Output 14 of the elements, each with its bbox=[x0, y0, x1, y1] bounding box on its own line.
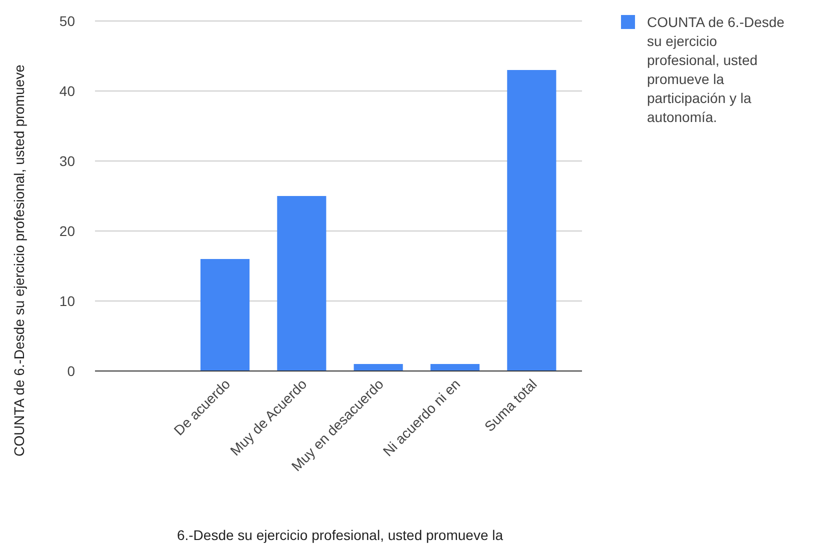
x-axis-title: 6.-Desde su ejercicio profesional, usted promueve la bbox=[176, 527, 504, 543]
y-tick-label: 30 bbox=[59, 152, 76, 169]
y-tick-label: 50 bbox=[59, 12, 76, 29]
bar bbox=[507, 70, 556, 371]
bar bbox=[430, 364, 480, 371]
legend-label: COUNTA de 6.-Desde su ejercicio profesional, usted promueve la participación y la autonomía. bbox=[647, 14, 785, 125]
y-tick-label: 20 bbox=[59, 222, 76, 239]
y-axis-title: COUNTA de 6.-Desde su ejercicio profesional, usted promueve bbox=[11, 64, 27, 456]
bar bbox=[354, 364, 403, 371]
y-tick-label: 40 bbox=[59, 82, 76, 99]
y-tick-label: 10 bbox=[59, 292, 76, 309]
y-tick-label: 0 bbox=[67, 362, 76, 379]
bar bbox=[200, 259, 250, 371]
bar bbox=[277, 196, 326, 371]
